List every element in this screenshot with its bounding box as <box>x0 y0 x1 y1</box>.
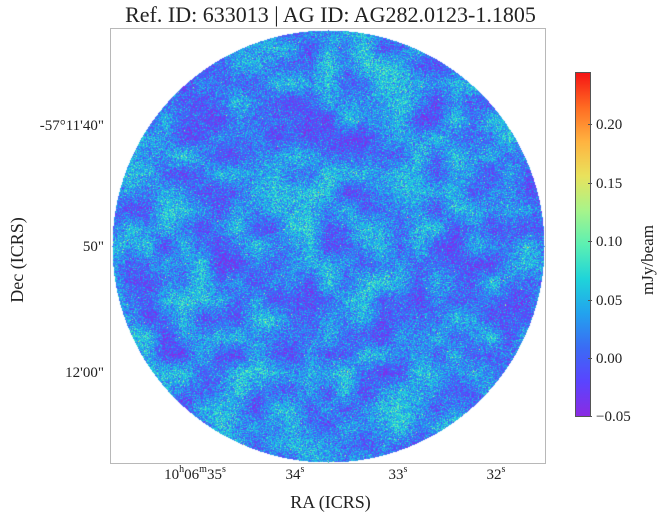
y-tick-label-1: -57°11'40" <box>39 118 104 134</box>
x-axis-label: RA (ICRS) <box>290 492 371 512</box>
colorbar-tick-label: 0.20 <box>587 116 622 134</box>
noise-map-image <box>111 29 545 463</box>
colorbar-tick-label: −0.05 <box>588 408 631 426</box>
x-tick-label-3: 33s <box>388 464 408 484</box>
colorbar-tick-label: 0.15 <box>587 175 622 193</box>
x-tick-label-2: 34s <box>285 464 305 484</box>
colorbar <box>575 72 591 417</box>
x-tick-label-1: 10h06m35s <box>164 464 226 484</box>
image-plot-frame <box>110 28 546 464</box>
colorbar-tick-label: 0.00 <box>587 350 622 368</box>
colorbar-tick-label: 0.10 <box>587 233 622 251</box>
colorbar-tick-label: 0.05 <box>587 292 622 310</box>
y-axis-label: Dec (ICRS) <box>7 217 27 303</box>
x-tick-label-4: 32s <box>486 464 506 484</box>
colorbar-label: mJy/beam <box>638 225 657 295</box>
y-tick-label-2: 50" <box>82 239 104 255</box>
y-tick-label-3: 12'00" <box>65 365 104 381</box>
figure-title: Ref. ID: 633013 | AG ID: AG282.0123-1.18… <box>125 2 536 27</box>
